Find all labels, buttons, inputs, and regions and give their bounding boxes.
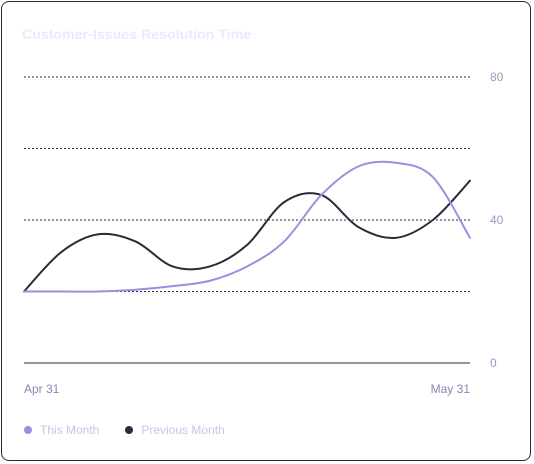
this-month-dot-icon <box>24 426 32 434</box>
x-tick-label: May 31 <box>431 382 471 396</box>
legend-item-previous-month[interactable]: Previous Month <box>125 423 225 437</box>
grid-lines <box>24 76 470 364</box>
legend-item-this-month[interactable]: This Month <box>24 423 99 437</box>
series-line-this-month[interactable] <box>23 160 471 293</box>
y-axis-ticks: 80 40 0 <box>490 70 504 370</box>
previous-month-dot-icon <box>125 426 134 434</box>
chart-title: Customer-Issues Resolution Time <box>22 26 252 42</box>
x-axis-ticks: Apr 31 May 31 <box>24 382 470 396</box>
legend: This Month Previous Month <box>24 423 251 437</box>
series-lines <box>23 160 471 293</box>
legend-label-this-month: This Month <box>40 423 100 437</box>
y-tick-label: 40 <box>490 213 504 227</box>
y-tick-label: 80 <box>490 70 504 84</box>
series-line-previous-month[interactable] <box>23 179 471 293</box>
legend-label-previous-month: Previous Month <box>141 423 225 437</box>
x-tick-label: Apr 31 <box>24 382 60 396</box>
y-tick-label: 0 <box>490 356 497 370</box>
